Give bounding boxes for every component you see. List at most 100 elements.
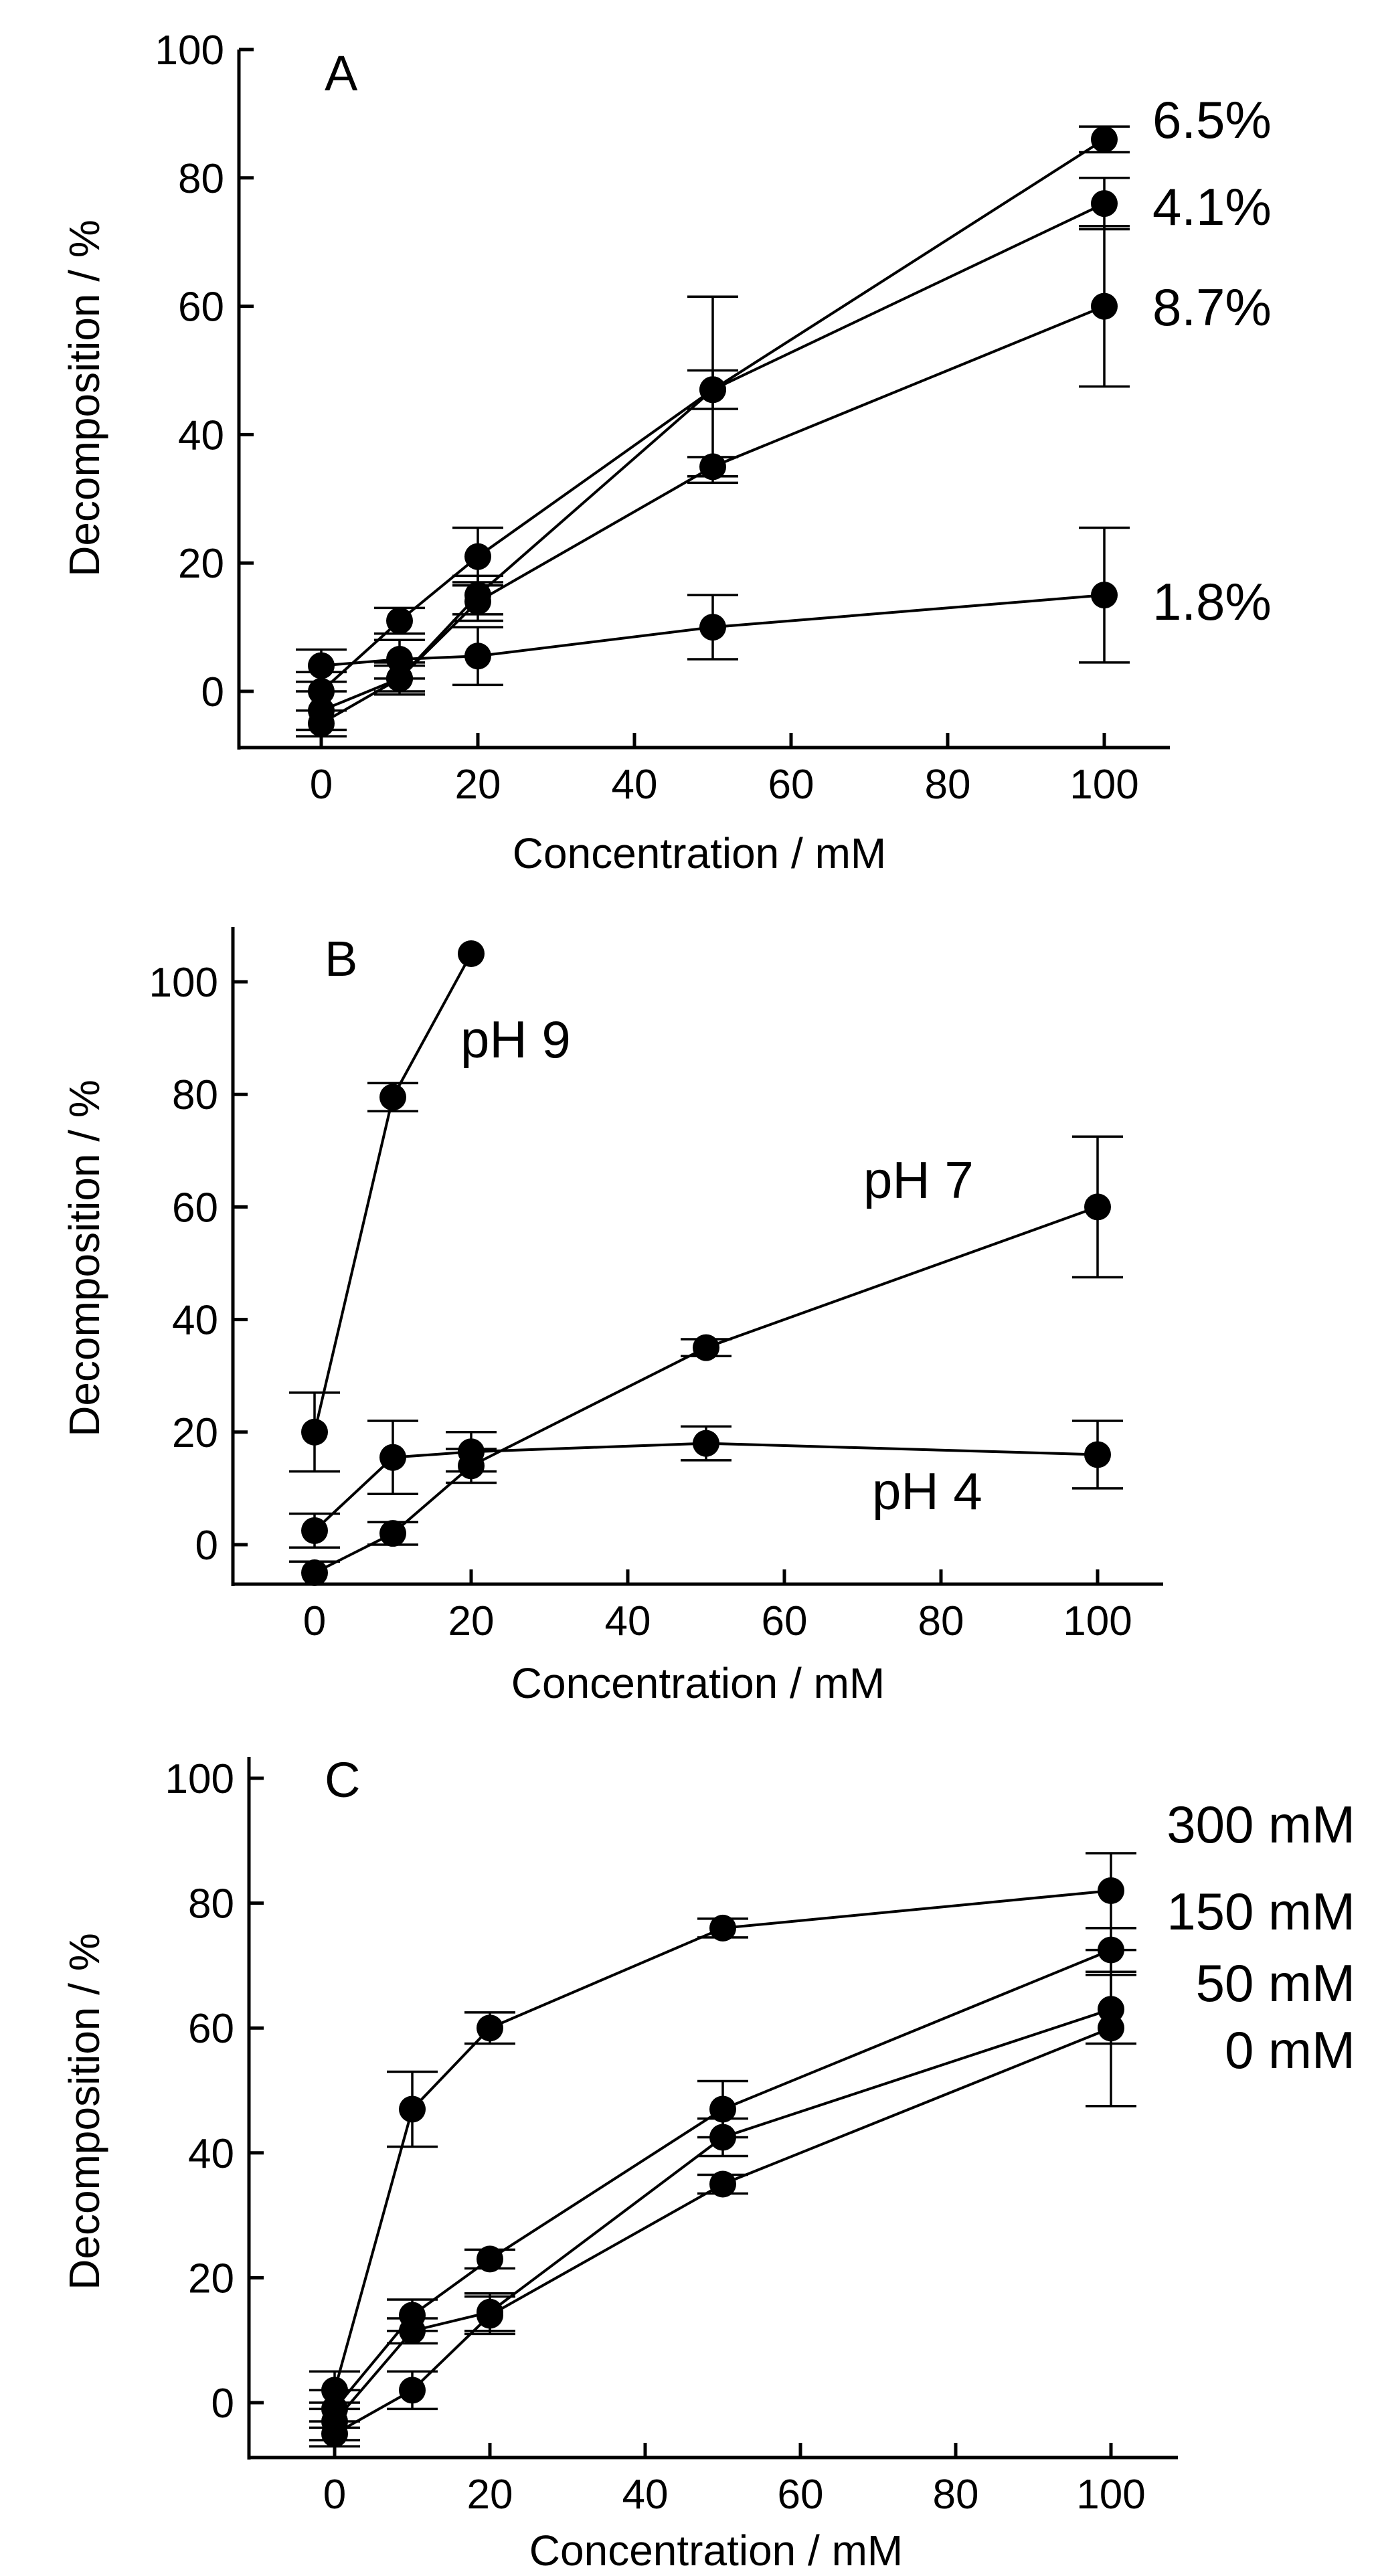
panel-a-y-tick-label-60: 60: [178, 284, 224, 331]
panel-c-series-3-point-4: [1098, 2014, 1124, 2042]
panel-a-series-3-point-3: [699, 614, 726, 641]
panel-a-series-2: [296, 224, 1130, 738]
panel-c-x-tick-label-40: 40: [622, 2472, 669, 2518]
panel-b-series-0-point-0: [301, 1418, 328, 1446]
panel-c-x-tick-label-80: 80: [933, 2472, 979, 2518]
panel-b-series-0-line: [313, 952, 472, 1433]
panel-b-y-tick-label-60: 60: [172, 1185, 218, 1231]
panel-b-y-tick-label-40: 40: [172, 1298, 218, 1344]
panel-c-y-tick-label-100: 100: [165, 1756, 234, 1802]
panel-c-series-2-point-3: [709, 2124, 736, 2151]
panel-b-ticks: 0 20 40 60 80 100 0 20 40 60 80 100: [149, 960, 1132, 1644]
panel-c-ticks: 0 20 40 60 80 100 0 20 40 60 80 100: [165, 1756, 1146, 2518]
panel-c-series: [309, 1852, 1136, 2448]
panel-a-series-3-point-2: [464, 642, 491, 670]
panel-b-y-tick-label-100: 100: [149, 960, 218, 1006]
panel-c-series-0-point-2: [477, 2014, 503, 2042]
panel-a-x-tick-label-20: 20: [455, 762, 501, 808]
panel-a: A 0 20 40 60 80 100 0 20 40 60 80 100 Concentration…: [60, 27, 1272, 877]
panel-c-series-0-point-1: [399, 2095, 426, 2123]
panel-a-ticks: 0 20 40 60 80 100 0 20 40 60 80 100: [155, 27, 1139, 808]
panel-c-series-3-point-1: [399, 2377, 426, 2404]
panel-c-series-3-point-0: [321, 2420, 348, 2448]
panel-a-series-2-point-4: [1091, 292, 1118, 320]
panel-c-x-tick-label-0: 0: [323, 2472, 346, 2518]
panel-a-series-3: [296, 526, 1130, 687]
panel-c-y-tick-label-20: 20: [188, 2255, 234, 2302]
panel-b-series-1: [289, 1135, 1123, 1587]
panel-b-x-tick-label-0: 0: [303, 1598, 326, 1644]
panel-a-y-tick-label-20: 20: [178, 541, 224, 587]
panel-b-series-2: [289, 1420, 1123, 1549]
panel-a-x-tick-label-0: 0: [310, 762, 333, 808]
panel-c: C 0 20 40 60 80 100 0 20 40 60 80 100 Concentration…: [60, 1752, 1355, 2575]
panel-b-y-tick-label-80: 80: [172, 1072, 218, 1118]
panel-c-y-title: Decomposition / %: [60, 1933, 108, 2290]
panel-c-series-2-line: [333, 2008, 1112, 2423]
panel-b-y-tick-label-20: 20: [172, 1410, 218, 1456]
panel-b-series-2-point-2: [458, 1438, 485, 1466]
panel-c-series-3-point-3: [709, 2170, 736, 2198]
panel-a-x-tick-label-100: 100: [1069, 762, 1138, 808]
panel-c-y-tick-label-40: 40: [188, 2131, 234, 2177]
panel-a-y-title: Decomposition / %: [60, 220, 108, 577]
panel-a-label-4-1: 4.1%: [1152, 177, 1272, 236]
panel-a-y-tick-label-100: 100: [155, 27, 224, 74]
panel-a-label-1-8: 1.8%: [1152, 572, 1272, 631]
panel-c-y-tick-label-80: 80: [188, 1881, 234, 1927]
panel-c-x-tick-label-60: 60: [778, 2472, 824, 2518]
panel-b-series-0-point-2: [458, 940, 485, 967]
panel-a-y-tick-label-0: 0: [201, 669, 224, 715]
panel-c-x-tick-label-20: 20: [467, 2472, 513, 2518]
panel-a-series-1-point-3: [699, 376, 726, 404]
panel-c-series-1-point-3: [709, 2095, 736, 2123]
panel-c-label-0mm: 0 mM: [1225, 2021, 1355, 2079]
panel-a-series-2-point-3: [699, 453, 726, 481]
panel-b-series-2-point-4: [1084, 1441, 1111, 1468]
panel-a-y-tick-label-40: 40: [178, 412, 224, 458]
panel-b-series-1-point-3: [693, 1334, 719, 1361]
panel-c-y-tick-label-60: 60: [188, 2006, 234, 2052]
panel-b-series-0: [289, 940, 485, 1473]
panel-a-x-title: Concentration / mM: [513, 829, 886, 877]
panel-a-series-2-point-2: [464, 588, 491, 615]
panel-c-label-150mm: 150 mM: [1167, 1882, 1355, 1941]
panel-a-series-0-point-4: [1091, 126, 1118, 153]
panel-c-x-title: Concentration / mM: [529, 2526, 903, 2575]
panel-b-label-ph4: pH 4: [872, 1462, 982, 1521]
panel-b-series-2-point-3: [693, 1430, 719, 1457]
panel-b-x-tick-label-80: 80: [918, 1598, 964, 1644]
panel-a-letter: A: [325, 46, 358, 101]
panel-b-label-ph9: pH 9: [460, 1010, 571, 1069]
panel-b-series-2-point-0: [301, 1517, 328, 1544]
panel-b-series: [289, 940, 1123, 1587]
panel-a-x-tick-label-40: 40: [612, 762, 658, 808]
panel-a-y-tick-label-80: 80: [178, 156, 224, 202]
panel-c-series-0-point-4: [1098, 1877, 1124, 1904]
panel-c-letter: C: [325, 1752, 360, 1808]
panel-c-series-3-point-2: [477, 2302, 503, 2329]
panel-a-series-3-point-4: [1091, 582, 1118, 609]
panel-a-x-tick-label-80: 80: [925, 762, 971, 808]
panel-b-series-2-point-1: [379, 1444, 406, 1471]
panel-c-series-1-point-2: [477, 2245, 503, 2273]
panel-b-x-tick-label-100: 100: [1063, 1598, 1132, 1644]
panel-c-label-300mm: 300 mM: [1167, 1795, 1355, 1854]
panel-b-label-ph7: pH 7: [863, 1150, 974, 1209]
panel-b-series-1-point-0: [301, 1559, 328, 1587]
panel-c-series-0-point-3: [709, 1914, 736, 1942]
panel-a-series-3-point-1: [386, 646, 413, 673]
panel-b-y-tick-label-0: 0: [195, 1523, 218, 1569]
panel-b-letter: B: [325, 931, 357, 986]
panel-c-series-3: [309, 1948, 1136, 2448]
panel-b-series-0-point-1: [379, 1084, 406, 1111]
panel-a-series-2-point-0: [308, 709, 335, 737]
panel-b-series-1-point-4: [1084, 1193, 1111, 1221]
panel-a-series-1-point-4: [1091, 190, 1118, 218]
panel-a-series-3-point-0: [308, 652, 335, 679]
panel-b-x-tick-label-40: 40: [605, 1598, 651, 1644]
panel-a-series-0-point-1: [386, 607, 413, 634]
panel-c-y-tick-label-0: 0: [211, 2381, 234, 2427]
panel-b-x-tick-label-20: 20: [448, 1598, 495, 1644]
